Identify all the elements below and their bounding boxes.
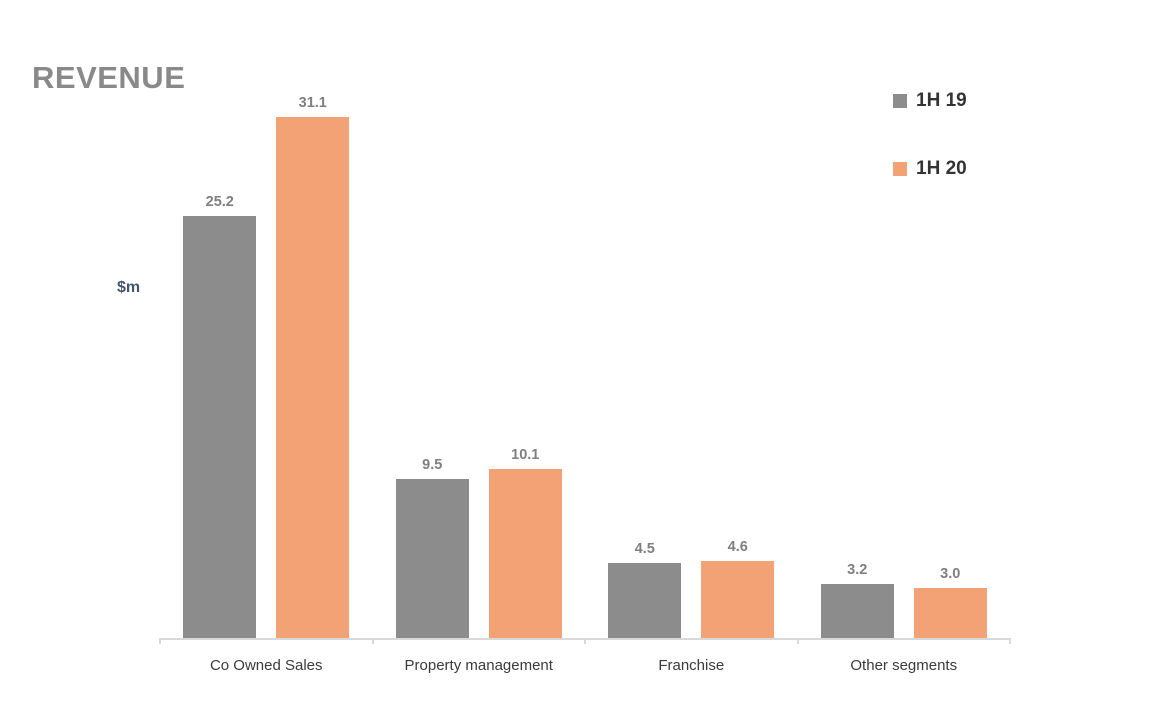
x-axis-labels: Co Owned Sales Property management Franchi…: [160, 657, 1010, 679]
bar-1h-19-franchise: 4.5: [608, 541, 682, 638]
value-label-1h-20-other-segments: 3.0: [940, 565, 961, 582]
value-label-1h-19-franchise: 4.5: [634, 540, 655, 557]
legend-label-1h20: 1H 20: [916, 158, 967, 179]
axis-tick: [371, 638, 374, 644]
legend: 1H 19 1H 20: [893, 88, 967, 224]
x-axis-label-other-segments: Other segments: [850, 657, 958, 674]
axis-tick: [584, 638, 586, 644]
value-label-1h-19-property-management: 9.5: [422, 456, 443, 473]
axis-tick: [796, 638, 799, 644]
bar-group-franchise: 4.5 4.6: [585, 117, 798, 638]
legend-label-1h19: 1H 19: [916, 90, 967, 111]
bar-1h-20-other-segments: 3.0: [913, 566, 987, 638]
bar-1h-20-franchise: 4.6: [701, 539, 775, 638]
value-label-1h-20-co-owned-sales: 31.1: [298, 95, 327, 111]
x-axis-label-property-management: Property management: [404, 657, 553, 674]
legend-swatch-1h19-icon: [893, 94, 907, 108]
bar-1h-19-co-owned-sales: 25.2: [183, 194, 257, 638]
chart-title: REVENUE: [32, 60, 186, 95]
legend-item-1h20: 1H 20: [893, 156, 967, 182]
x-axis-label-franchise: Franchise: [658, 657, 725, 674]
bar-1h-19-property-management: 9.5: [395, 457, 469, 638]
plot-area: 25.2 31.1 9.5 10.1 4.5 4.6 3.2 3.0: [159, 95, 1011, 644]
axis-tick: [1009, 638, 1011, 644]
value-label-1h-19-co-owned-sales: 25.2: [205, 193, 234, 210]
bar-1h-20-co-owned-sales: 31.1: [276, 95, 350, 638]
y-axis-label: $m: [117, 279, 141, 296]
legend-swatch-1h20-icon: [893, 162, 907, 176]
value-label-1h-19-other-segments: 3.2: [847, 562, 868, 579]
x-axis-label-co-owned-sales: Co Owned Sales: [209, 657, 323, 674]
legend-item-1h19: 1H 19: [893, 88, 967, 114]
bar-group-co-owned-sales: 25.2 31.1: [160, 95, 373, 638]
value-label-1h-20-franchise: 4.6: [727, 538, 748, 555]
value-label-1h-20-property-management: 10.1: [511, 446, 540, 463]
bar-1h-19-other-segments: 3.2: [820, 562, 894, 638]
bar-group-other-segments: 3.2 3.0: [798, 117, 1011, 638]
axis-tick: [159, 638, 161, 644]
bar-group-property-management: 9.5 10.1: [373, 117, 586, 638]
bar-1h-20-property-management: 10.1: [488, 447, 562, 638]
